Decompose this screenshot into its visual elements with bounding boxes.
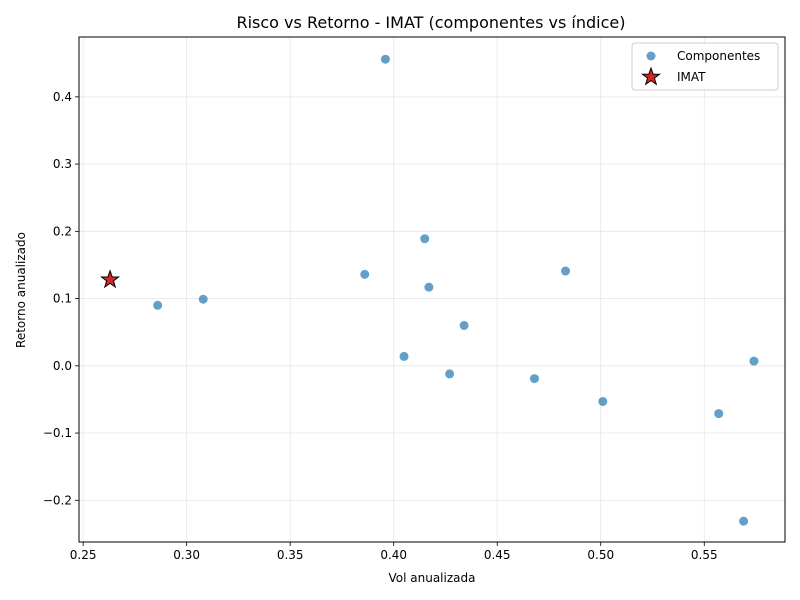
grid — [79, 37, 785, 542]
componente-point — [153, 300, 163, 310]
y-tick-label: 0.3 — [53, 157, 72, 171]
componente-point — [739, 516, 749, 526]
componente-point — [459, 320, 469, 330]
componente-point — [714, 409, 724, 419]
legend-box — [631, 42, 779, 91]
componente-point — [561, 266, 571, 276]
x-axis-label: Vol anualizada — [389, 571, 476, 585]
componente-point — [424, 282, 434, 292]
x-tick-label: 0.30 — [173, 548, 200, 562]
x-tick-label: 0.50 — [587, 548, 614, 562]
y-axis-label: Retorno anualizado — [14, 232, 28, 348]
y-tick-label: 0.1 — [53, 292, 72, 306]
legend-markers — [640, 51, 662, 86]
plot-area-frame — [78, 36, 786, 543]
y-tick-label: 0.0 — [53, 359, 72, 373]
legend: Componentes IMAT — [631, 42, 779, 91]
imat-point-star — [100, 269, 121, 289]
legend-marker-imat — [640, 66, 662, 86]
y-tick-label: 0.2 — [53, 224, 72, 238]
y-tick-label: −0.1 — [43, 426, 72, 440]
componente-point — [360, 269, 370, 279]
componente-point — [399, 351, 409, 361]
legend-marker-componentes — [646, 51, 656, 61]
legend-label-imat: IMAT — [677, 70, 706, 84]
data-points — [100, 54, 759, 526]
y-tick-label: 0.4 — [53, 90, 72, 104]
y-tick-label: −0.2 — [43, 493, 72, 507]
x-tick-label: 0.35 — [277, 548, 304, 562]
componente-point — [598, 396, 608, 406]
x-tick-label: 0.45 — [484, 548, 511, 562]
x-tick-label: 0.55 — [691, 548, 718, 562]
legend-label-componentes: Componentes — [677, 49, 760, 63]
componente-point — [198, 294, 208, 304]
chart-title: Risco vs Retorno - IMAT (componentes vs … — [236, 13, 625, 32]
componente-point — [380, 54, 390, 64]
x-tick-label: 0.40 — [380, 548, 407, 562]
componente-point — [445, 369, 455, 379]
componente-point — [529, 374, 539, 384]
componente-point — [749, 356, 759, 366]
axis-ticks: 0.25 0.30 0.35 0.40 0.45 0.50 0.55 −0.2 −0.1 0.0 0… — [43, 90, 718, 562]
componente-point — [420, 234, 430, 244]
x-tick-label: 0.25 — [70, 548, 97, 562]
